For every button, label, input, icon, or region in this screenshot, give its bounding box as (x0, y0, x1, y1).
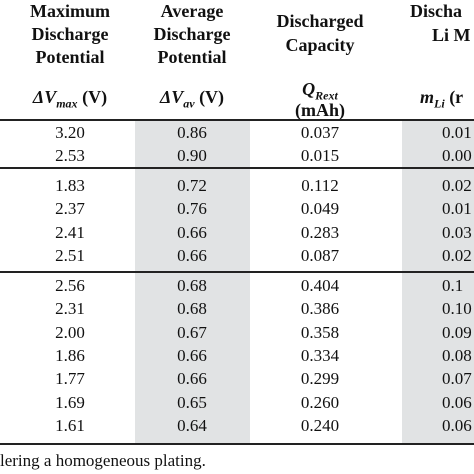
cell: 0.06 (442, 415, 472, 435)
symbol-unit: (r (449, 87, 464, 107)
header-rule (0, 119, 474, 121)
header-text: Discha (410, 1, 463, 21)
cell: 0.66 (177, 222, 207, 242)
cell: 0.260 (300, 392, 340, 412)
cell: 0.86 (177, 123, 207, 142)
cell: 2.51 (55, 245, 85, 265)
cell: 1.77 (55, 369, 85, 389)
symbol-unit: (V) (199, 87, 225, 107)
cell: 0.037 (300, 123, 340, 142)
header-text: Discharged (276, 11, 364, 31)
cell: 0.03 (442, 222, 472, 242)
header-text: Potential (157, 47, 227, 67)
symbol-sub: Li (434, 96, 445, 111)
cell: 0.07 (442, 369, 472, 389)
cell: 0.72 (177, 176, 207, 195)
cell: 2.53 (55, 146, 85, 166)
cell: 0.76 (177, 199, 207, 219)
cell: 0.358 (300, 322, 340, 342)
cell: 0.386 (300, 299, 340, 319)
symbol-sub: Rext (315, 88, 338, 103)
cell: 0.01 (442, 199, 472, 219)
cell: 0.240 (300, 415, 340, 435)
column-shade (402, 120, 474, 443)
header-symbol: mLi (r (420, 88, 463, 110)
header-symbol: QRext (302, 80, 338, 102)
header-text: Maximum (30, 1, 110, 21)
cell: 0.65 (177, 392, 207, 412)
cell: 0.08 (442, 345, 472, 365)
cell: 0.283 (300, 222, 340, 242)
cell: 0.10 (442, 299, 472, 319)
cell: 1.83 (55, 176, 85, 195)
cell: 1.86 (55, 345, 85, 365)
cell: 0.06 (442, 392, 472, 412)
cell: 0.015 (300, 146, 340, 166)
header-text: Capacity (285, 35, 355, 55)
symbol-base: ΔV (159, 87, 184, 107)
header-symbol: ΔVmax (V) (33, 88, 107, 110)
cell: 2.41 (55, 222, 85, 242)
cell: 2.00 (55, 322, 85, 342)
symbol-base: m (420, 87, 435, 107)
group-rule (0, 271, 474, 273)
cell: 0.334 (300, 345, 340, 365)
header-text: Average (160, 1, 224, 21)
cell: 1.69 (55, 392, 85, 412)
cell: 1.61 (55, 415, 85, 435)
header-text: Discharge (31, 24, 109, 44)
cell: 0.64 (177, 415, 207, 435)
cell: 0.1 (442, 276, 464, 295)
header-text: Potential (35, 47, 105, 67)
symbol-sub: max (56, 96, 78, 111)
header-text: Discharge (153, 24, 231, 44)
header-text: Li M (432, 25, 471, 45)
cell: 0.299 (300, 369, 340, 389)
group-rule (0, 167, 474, 169)
header-unit: (mAh) (295, 100, 345, 120)
footnote: lering a homogeneous plating. (0, 451, 206, 470)
cell: 0.66 (177, 345, 207, 365)
cell: 0.087 (300, 245, 340, 265)
cell: 0.404 (300, 276, 340, 295)
cell: 0.049 (300, 199, 340, 219)
cell: 0.68 (177, 276, 207, 295)
column-shade (135, 120, 250, 443)
symbol-sub: av (183, 96, 195, 111)
cell: 0.01 (442, 123, 472, 142)
cell: 0.68 (177, 299, 207, 319)
symbol-base: ΔV (32, 87, 57, 107)
cell: 0.02 (442, 245, 472, 265)
cell: 3.20 (55, 123, 85, 142)
symbol-base: Q (302, 79, 316, 99)
header-symbol: ΔVav (V) (160, 88, 224, 110)
cell: 2.31 (55, 299, 85, 319)
cell: 0.00 (442, 146, 472, 166)
bottom-rule (0, 443, 474, 445)
symbol-unit: (V) (82, 87, 108, 107)
cell: 0.90 (177, 146, 207, 166)
cell: 0.66 (177, 245, 207, 265)
cell: 0.66 (177, 369, 207, 389)
cell: 0.67 (177, 322, 207, 342)
cell: 0.112 (301, 176, 339, 195)
cell: 2.37 (55, 199, 85, 219)
cell: 0.02 (442, 176, 472, 195)
cell: 0.09 (442, 322, 472, 342)
cell: 2.56 (55, 276, 85, 295)
